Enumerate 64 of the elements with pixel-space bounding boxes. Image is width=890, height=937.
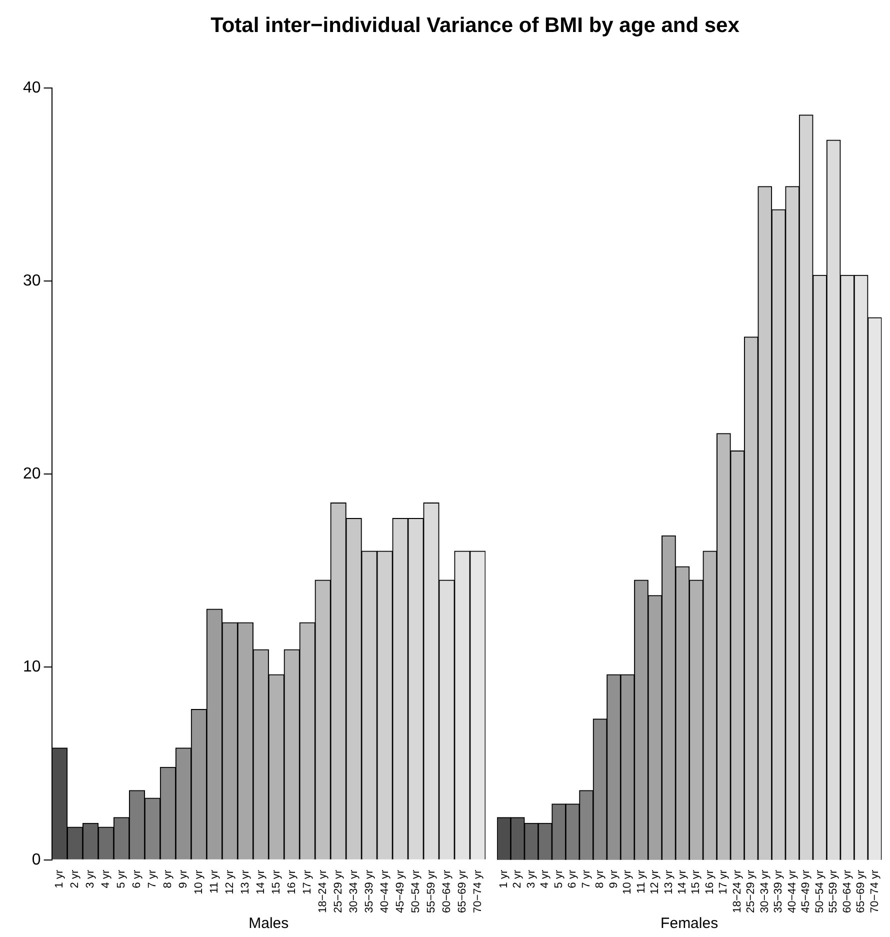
x-tick-label: 55−59 yr	[425, 870, 438, 914]
x-tick-label: 25−29 yr	[332, 870, 344, 914]
x-tick-label: 40−44 yr	[378, 870, 391, 914]
x-tick-label: 10 yr	[192, 870, 205, 894]
x-tick-label: 5 yr	[116, 870, 128, 888]
x-tick-label: 35−39 yr	[772, 870, 785, 914]
x-tick-label: 65−69 yr	[855, 870, 868, 914]
y-tick-label: 20	[23, 465, 41, 482]
x-tick-label: 4 yr	[100, 870, 112, 888]
x-tick-label: 15 yr	[690, 870, 702, 894]
x-tick-label: 14 yr	[676, 870, 688, 894]
x-tick-label: 2 yr	[69, 870, 82, 888]
x-tick-label: 12 yr	[649, 870, 662, 894]
x-tick-label: 9 yr	[177, 870, 190, 888]
x-tick-label: 3 yr	[525, 870, 538, 888]
x-axis-title: Males	[248, 915, 289, 932]
y-tick-label: 40	[23, 79, 41, 96]
x-tick-label: 7 yr	[146, 870, 159, 888]
x-tick-label: 10 yr	[622, 870, 634, 894]
x-tick-label: 45−49 yr	[394, 870, 406, 914]
x-tick-label: 15 yr	[270, 870, 282, 894]
x-tick-label: 14 yr	[254, 870, 267, 894]
x-tick-label: 3 yr	[84, 870, 97, 888]
x-tick-label: 5 yr	[552, 870, 565, 888]
x-tick-label: 17 yr	[301, 870, 314, 894]
x-tick-label: 12 yr	[224, 870, 236, 894]
x-axis-title: Females	[660, 915, 718, 932]
x-tick-label: 16 yr	[286, 870, 298, 894]
x-tick-label: 6 yr	[131, 870, 144, 888]
x-tick-label: 30−34 yr	[758, 870, 771, 914]
x-tick-label: 2 yr	[512, 870, 524, 888]
x-tick-label: 60−64 yr	[440, 870, 453, 914]
x-tick-label: 6 yr	[566, 870, 579, 888]
x-tick-label: 8 yr	[162, 870, 174, 888]
x-tick-label: 13 yr	[662, 870, 675, 894]
x-tick-label: 13 yr	[239, 870, 252, 894]
x-tick-label: 18−24 yr	[316, 870, 329, 914]
x-tick-label: 1 yr	[54, 870, 66, 888]
x-tick-label: 9 yr	[608, 870, 620, 888]
x-tick-label: 1 yr	[498, 870, 510, 888]
x-tick-label: 17 yr	[718, 870, 730, 894]
x-tick-label: 50−54 yr	[814, 870, 826, 914]
x-tick-label: 70−74 yr	[472, 870, 484, 914]
x-tick-label: 7 yr	[580, 870, 592, 888]
x-tick-label: 25−29 yr	[745, 870, 758, 914]
x-tick-label: 18−24 yr	[731, 870, 744, 914]
x-tick-label: 30−34 yr	[348, 870, 360, 914]
chart-title: Total inter−individual Variance of BMI by age and sex	[210, 14, 740, 38]
x-tick-label: 8 yr	[594, 870, 606, 888]
y-tick-label: 30	[23, 272, 41, 290]
x-tick-label: 60−64 yr	[841, 870, 854, 914]
x-tick-label: 55−59 yr	[828, 870, 840, 914]
y-tick-label: 0	[32, 851, 41, 868]
x-tick-label: 50−54 yr	[410, 870, 422, 914]
x-tick-label: 40−44 yr	[786, 870, 798, 914]
x-tick-label: 45−49 yr	[800, 870, 812, 914]
x-tick-label: 11 yr	[208, 870, 220, 894]
x-tick-label: 70−74 yr	[868, 870, 881, 914]
x-tick-label: 65−69 yr	[456, 870, 468, 914]
x-tick-label: 11 yr	[635, 870, 648, 894]
y-tick-label: 10	[23, 658, 41, 676]
x-tick-label: 4 yr	[539, 870, 552, 888]
x-tick-label: 16 yr	[704, 870, 716, 894]
x-tick-label: 35−39 yr	[363, 870, 376, 914]
